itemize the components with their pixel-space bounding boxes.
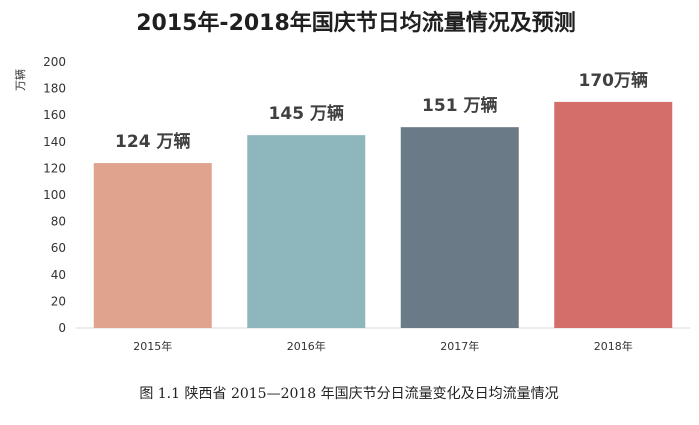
category-label-1: 2015年 bbox=[133, 339, 172, 353]
y-tick-label: 0 bbox=[58, 321, 66, 335]
category-labels-group: 2015年 2016年 2017年 2018年 bbox=[133, 339, 633, 353]
bar-3 bbox=[400, 127, 519, 328]
data-labels-group: 124 万辆 145 万辆 151 万辆 170万辆 bbox=[115, 70, 648, 152]
y-axis-label: 万辆 bbox=[13, 69, 27, 91]
y-tick-label: 80 bbox=[51, 215, 66, 229]
chart-title: 2015年-2018年国庆节日均流量情况及预测 bbox=[136, 10, 576, 36]
bar-1 bbox=[93, 163, 212, 328]
bar-4 bbox=[554, 101, 673, 329]
y-tick-label: 140 bbox=[43, 135, 66, 149]
y-tick-label: 160 bbox=[43, 108, 66, 122]
category-label-2: 2016年 bbox=[287, 339, 326, 353]
y-axis-ticks: 0 20 40 60 80 100 120 140 160 180 200 bbox=[43, 55, 66, 335]
data-label-1: 124 万辆 bbox=[115, 131, 190, 152]
data-label-4: 170万辆 bbox=[579, 70, 649, 91]
category-label-4: 2018年 bbox=[594, 339, 633, 353]
y-tick-label: 20 bbox=[51, 294, 66, 308]
data-label-2: 145 万辆 bbox=[269, 103, 344, 124]
y-tick-label: 180 bbox=[43, 82, 66, 96]
y-tick-label: 200 bbox=[43, 55, 66, 69]
y-tick-label: 120 bbox=[43, 161, 66, 175]
data-label-3: 151 万辆 bbox=[422, 95, 497, 116]
category-label-3: 2017年 bbox=[440, 339, 479, 353]
y-tick-label: 40 bbox=[51, 268, 66, 282]
figure-caption: 图 1.1 陕西省 2015—2018 年国庆节分日流量变化及日均流量情况 bbox=[139, 386, 558, 402]
y-tick-label: 100 bbox=[43, 188, 66, 202]
bars-group bbox=[93, 101, 673, 329]
y-tick-label: 60 bbox=[51, 241, 66, 255]
bar-2 bbox=[247, 135, 366, 328]
